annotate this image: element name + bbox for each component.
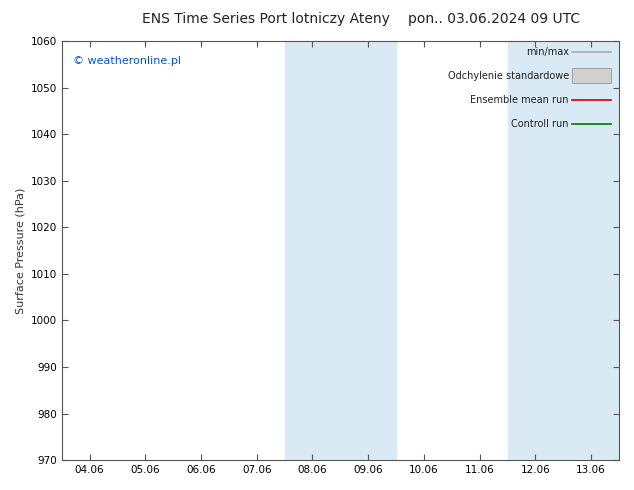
Text: © weatheronline.pl: © weatheronline.pl — [73, 56, 181, 66]
Y-axis label: Surface Pressure (hPa): Surface Pressure (hPa) — [15, 187, 25, 314]
Bar — [285, 41, 340, 460]
Bar — [563, 41, 619, 460]
Text: pon.. 03.06.2024 09 UTC: pon.. 03.06.2024 09 UTC — [408, 12, 581, 26]
Text: Odchylenie standardowe: Odchylenie standardowe — [448, 71, 569, 81]
Bar — [508, 41, 563, 460]
Text: min/max: min/max — [526, 47, 569, 56]
Text: Ensemble mean run: Ensemble mean run — [470, 95, 569, 105]
FancyBboxPatch shape — [572, 68, 611, 83]
Text: ENS Time Series Port lotniczy Ateny: ENS Time Series Port lotniczy Ateny — [143, 12, 390, 26]
Bar — [340, 41, 396, 460]
Text: Controll run: Controll run — [512, 120, 569, 129]
